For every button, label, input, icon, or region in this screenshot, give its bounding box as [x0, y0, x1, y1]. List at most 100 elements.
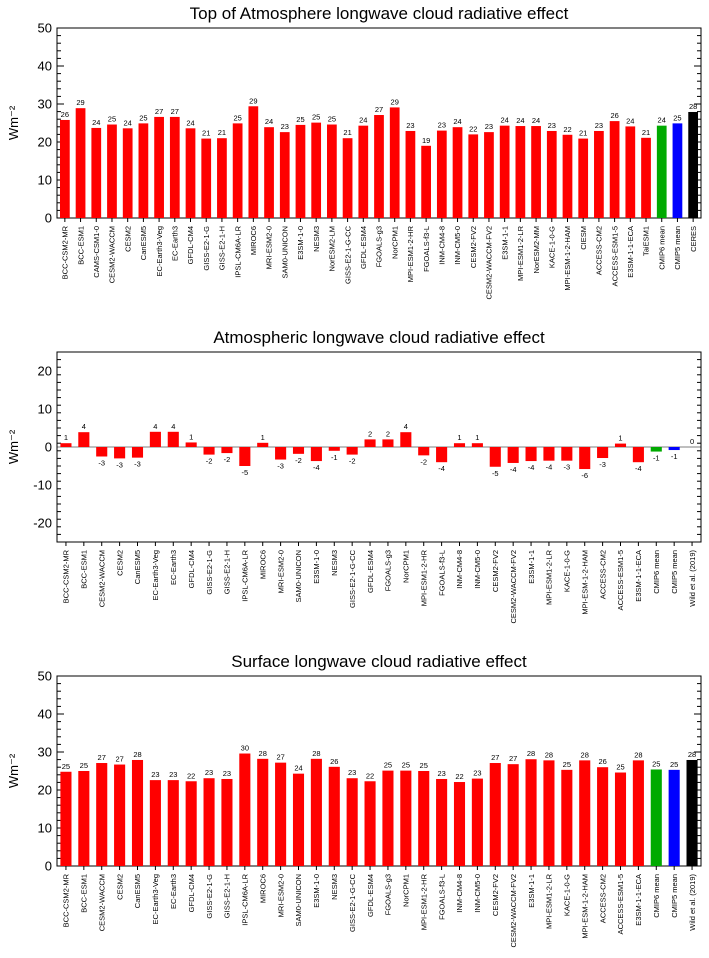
bar	[400, 432, 412, 447]
x-tick-label: E3SM-1-1-ECA	[634, 550, 643, 602]
data-label: 4	[153, 422, 157, 431]
x-tick-label: INM-CM4-8	[438, 226, 447, 265]
x-tick-label: EC-Earth3	[169, 550, 178, 585]
x-tick-label: GISS-E2-1-H	[223, 550, 232, 594]
data-label: 25	[108, 115, 116, 124]
bar	[668, 447, 680, 451]
bar	[364, 439, 376, 447]
x-tick-label: INM-CM4-8	[455, 550, 464, 589]
x-tick-label: E3SM-1-0	[312, 874, 321, 908]
data-label: -4	[313, 463, 320, 472]
x-tick-label: KACE-1-0-G	[563, 550, 572, 592]
data-label: 23	[548, 121, 556, 130]
bar	[131, 759, 144, 866]
x-tick-label: CESM2-WACCM-FV2	[509, 874, 518, 947]
bar	[154, 116, 164, 218]
data-label: -4	[635, 464, 642, 473]
x-tick-label: CIESM	[579, 226, 588, 250]
bar	[484, 132, 494, 218]
bar	[185, 442, 197, 447]
data-label: 24	[626, 116, 634, 125]
data-label: -3	[599, 460, 606, 469]
data-label: 29	[76, 98, 84, 107]
bar	[436, 778, 448, 866]
bar	[562, 134, 573, 218]
data-label: 21	[642, 128, 650, 137]
data-label: -4	[546, 463, 553, 472]
data-label: -2	[206, 457, 213, 466]
x-tick-label: KACE-1-0-G	[563, 874, 572, 916]
bar	[421, 145, 431, 218]
data-label: 27	[155, 107, 163, 116]
data-label: 23	[438, 121, 446, 130]
x-tick-label: BCC-ESM1	[80, 550, 89, 589]
bar	[374, 115, 384, 218]
x-tick-label: BCC-ESM1	[80, 874, 89, 913]
bar	[358, 125, 369, 218]
data-label: 27	[115, 755, 123, 764]
bar	[203, 447, 215, 455]
data-label: -4	[528, 463, 535, 472]
x-tick-label: MRI-ESM2-0	[276, 874, 285, 917]
bar	[310, 447, 322, 462]
x-tick-label: MRI-ESM2-0	[276, 550, 285, 593]
x-tick-label: ACCESS-ESM1-5	[610, 226, 619, 286]
x-tick-label: BCC-ESM1	[76, 226, 85, 265]
x-tick-label: ACCESS-CM2	[598, 874, 607, 923]
data-label: 29	[249, 96, 257, 105]
x-tick-label: SAM0-UNICON	[294, 550, 303, 603]
data-label: 24	[500, 116, 508, 125]
data-label: 25	[563, 760, 571, 769]
x-tick-label: INM-CM5-0	[453, 226, 462, 265]
bar	[114, 764, 126, 866]
bar	[167, 431, 179, 447]
bar	[75, 108, 86, 218]
x-tick-label: GISS-E2-1-G	[205, 874, 214, 919]
y-tick-label: 0	[45, 440, 52, 455]
data-label: 0	[690, 437, 694, 446]
y-tick-label: 10	[38, 821, 52, 836]
bar	[641, 137, 651, 218]
bar	[264, 127, 274, 218]
bar	[452, 127, 463, 218]
x-tick-label: CESM2-FV2	[491, 874, 500, 916]
data-label: 25	[312, 113, 320, 122]
data-label: -4	[510, 465, 517, 474]
x-tick-label: CMIP5 mean	[670, 874, 679, 918]
bar	[114, 447, 126, 459]
bar	[499, 125, 510, 218]
data-label: -2	[295, 456, 302, 465]
data-label: 25	[673, 113, 681, 122]
data-label: 1	[475, 433, 479, 442]
data-label: -1	[671, 452, 678, 461]
x-tick-label: SAM0-UNICON	[280, 226, 289, 279]
bar	[221, 447, 233, 454]
bar	[138, 123, 149, 218]
x-tick-label: NESM3	[330, 874, 339, 900]
x-tick-label: ACCESS-ESM1-5	[616, 550, 625, 610]
x-tick-label: EC-Earth3-Veg	[155, 226, 164, 276]
x-tick-label: FGOALS-f3-L	[422, 226, 431, 272]
data-label: 24	[186, 118, 194, 127]
data-label: 21	[579, 129, 587, 138]
x-tick-label: E3SM-1-1	[527, 874, 536, 908]
data-label: 22	[187, 771, 195, 780]
bar	[515, 126, 526, 218]
bar	[232, 123, 243, 218]
x-tick-label: CESM2-WACCM-FV2	[485, 226, 494, 299]
bar	[122, 128, 133, 218]
x-tick-label: GFDL-CM4	[186, 226, 195, 264]
data-label: 25	[652, 759, 660, 768]
bar	[561, 769, 573, 866]
x-tick-label: GISS-E2-1-G	[205, 550, 214, 595]
bar	[614, 772, 627, 866]
data-label: 23	[437, 769, 445, 778]
data-label: 22	[469, 124, 477, 133]
bar	[650, 447, 662, 452]
x-tick-label: E3SM-1-1-ECA	[634, 874, 643, 926]
data-label: 23	[406, 121, 414, 130]
x-tick-label: FGOALS-f3-L	[437, 550, 446, 596]
data-label: 23	[223, 769, 231, 778]
data-label: 23	[169, 770, 177, 779]
